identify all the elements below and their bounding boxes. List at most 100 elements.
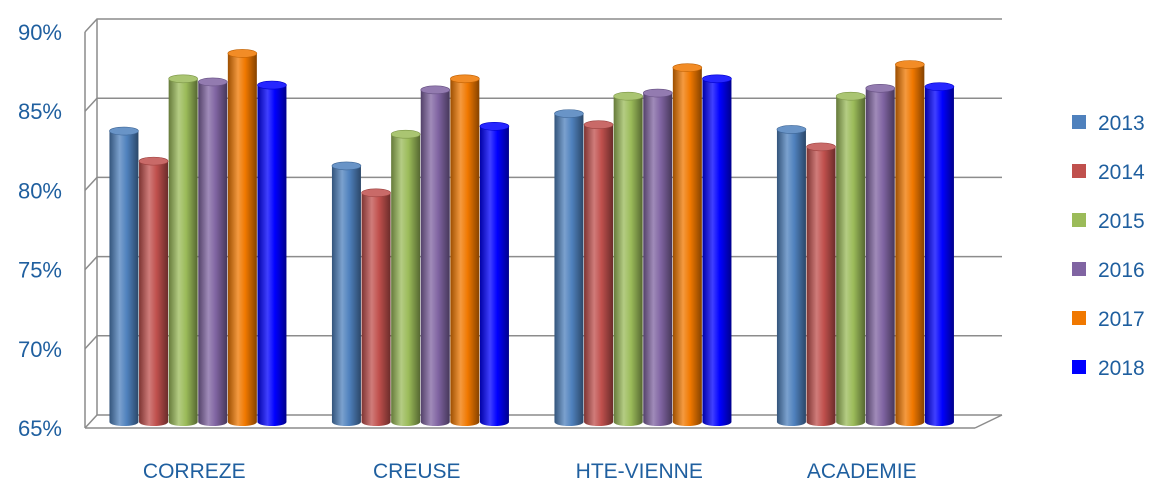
- bar-body: [139, 161, 168, 426]
- bar-body: [673, 68, 702, 426]
- legend-item: 2015: [1072, 210, 1145, 233]
- bar: [362, 189, 391, 426]
- bar: [332, 162, 361, 426]
- bar-top: [480, 122, 509, 130]
- x-axis-categories: CORREZECREUSEHTE-VIENNEACADEMIE: [143, 460, 917, 481]
- y-tick-label: 75%: [18, 258, 62, 283]
- bar-body: [362, 193, 391, 426]
- x-category-label: HTE-VIENNE: [576, 460, 703, 481]
- bar: [836, 92, 865, 426]
- bar-top: [332, 162, 361, 170]
- legend-item: 2014: [1072, 161, 1145, 184]
- bar-top: [109, 127, 138, 135]
- bar-body: [450, 79, 479, 426]
- legend-swatch: [1072, 262, 1086, 276]
- bar: [139, 157, 168, 426]
- bar-body: [895, 65, 924, 426]
- bar-body: [332, 166, 361, 426]
- bars: [109, 49, 954, 426]
- bar-top: [702, 75, 731, 83]
- bar-top: [169, 75, 198, 83]
- bar-top: [257, 81, 286, 89]
- bar-top: [807, 143, 836, 151]
- bar: [169, 75, 198, 426]
- bar-top: [198, 78, 227, 86]
- legend: 2013 2014 2015 2016 2017 2018: [1072, 112, 1145, 380]
- legend-label: 2016: [1098, 259, 1145, 282]
- legend-label: 2014: [1098, 161, 1145, 184]
- bar-top: [895, 61, 924, 69]
- legend-swatch: [1072, 213, 1086, 227]
- legend-item: 2013: [1072, 112, 1145, 135]
- bar-body: [643, 93, 672, 426]
- y-tick-label: 65%: [18, 416, 62, 441]
- bar-body: [702, 79, 731, 426]
- bar: [480, 122, 509, 426]
- legend-label: 2017: [1098, 308, 1145, 331]
- legend-item: 2016: [1072, 259, 1145, 282]
- bar: [554, 110, 583, 426]
- bar: [228, 49, 257, 426]
- bar-body: [480, 126, 509, 426]
- bar-top: [614, 92, 643, 100]
- bar: [807, 143, 836, 426]
- bar-top: [421, 86, 450, 94]
- x-category-label: ACADEMIE: [807, 460, 917, 481]
- bar-body: [554, 114, 583, 426]
- legend-item: 2017: [1072, 308, 1145, 331]
- bar-top: [925, 83, 954, 91]
- bar-body: [584, 125, 613, 426]
- bar: [109, 127, 138, 426]
- bar-top: [450, 75, 479, 83]
- bar-top: [391, 130, 420, 138]
- bar: [614, 92, 643, 426]
- legend-item: 2018: [1072, 357, 1145, 380]
- bar-body: [421, 90, 450, 426]
- bar: [391, 130, 420, 426]
- legend-swatch: [1072, 115, 1086, 129]
- bar-body: [807, 147, 836, 426]
- legend-label: 2013: [1098, 112, 1145, 135]
- bar: [643, 89, 672, 426]
- bar: [257, 81, 286, 426]
- bar: [450, 75, 479, 426]
- bar: [777, 125, 806, 426]
- bar-body: [925, 87, 954, 426]
- bar-top: [554, 110, 583, 118]
- bar: [895, 61, 924, 426]
- bar-top: [673, 64, 702, 72]
- bar: [702, 75, 731, 426]
- bar: [198, 78, 227, 426]
- bar-body: [109, 131, 138, 426]
- bar-body: [257, 85, 286, 426]
- legend-label: 2018: [1098, 357, 1145, 380]
- legend-swatch: [1072, 164, 1086, 178]
- bar-body: [866, 88, 895, 426]
- legend-label: 2015: [1098, 210, 1145, 233]
- bar-top: [139, 157, 168, 165]
- bar-body: [198, 82, 227, 426]
- y-tick-label: 80%: [18, 178, 62, 203]
- bar: [584, 121, 613, 426]
- bar-top: [643, 89, 672, 97]
- bar-body: [614, 96, 643, 426]
- bar: [421, 86, 450, 426]
- bar-body: [169, 79, 198, 426]
- bar-top: [866, 84, 895, 92]
- bar: [673, 64, 702, 426]
- bar: [925, 83, 954, 426]
- y-tick-label: 85%: [18, 99, 62, 124]
- y-axis-ticks: 65%70%75%80%85%90%: [18, 20, 62, 441]
- y-tick-label: 70%: [18, 337, 62, 362]
- legend-swatch: [1072, 360, 1086, 374]
- bar-body: [836, 96, 865, 426]
- gridline: [85, 19, 1002, 32]
- bar-body: [777, 129, 806, 426]
- bar: [866, 84, 895, 426]
- bar-top: [777, 125, 806, 133]
- x-category-label: CREUSE: [373, 460, 461, 481]
- bar-top: [362, 189, 391, 197]
- bar-body: [228, 53, 257, 426]
